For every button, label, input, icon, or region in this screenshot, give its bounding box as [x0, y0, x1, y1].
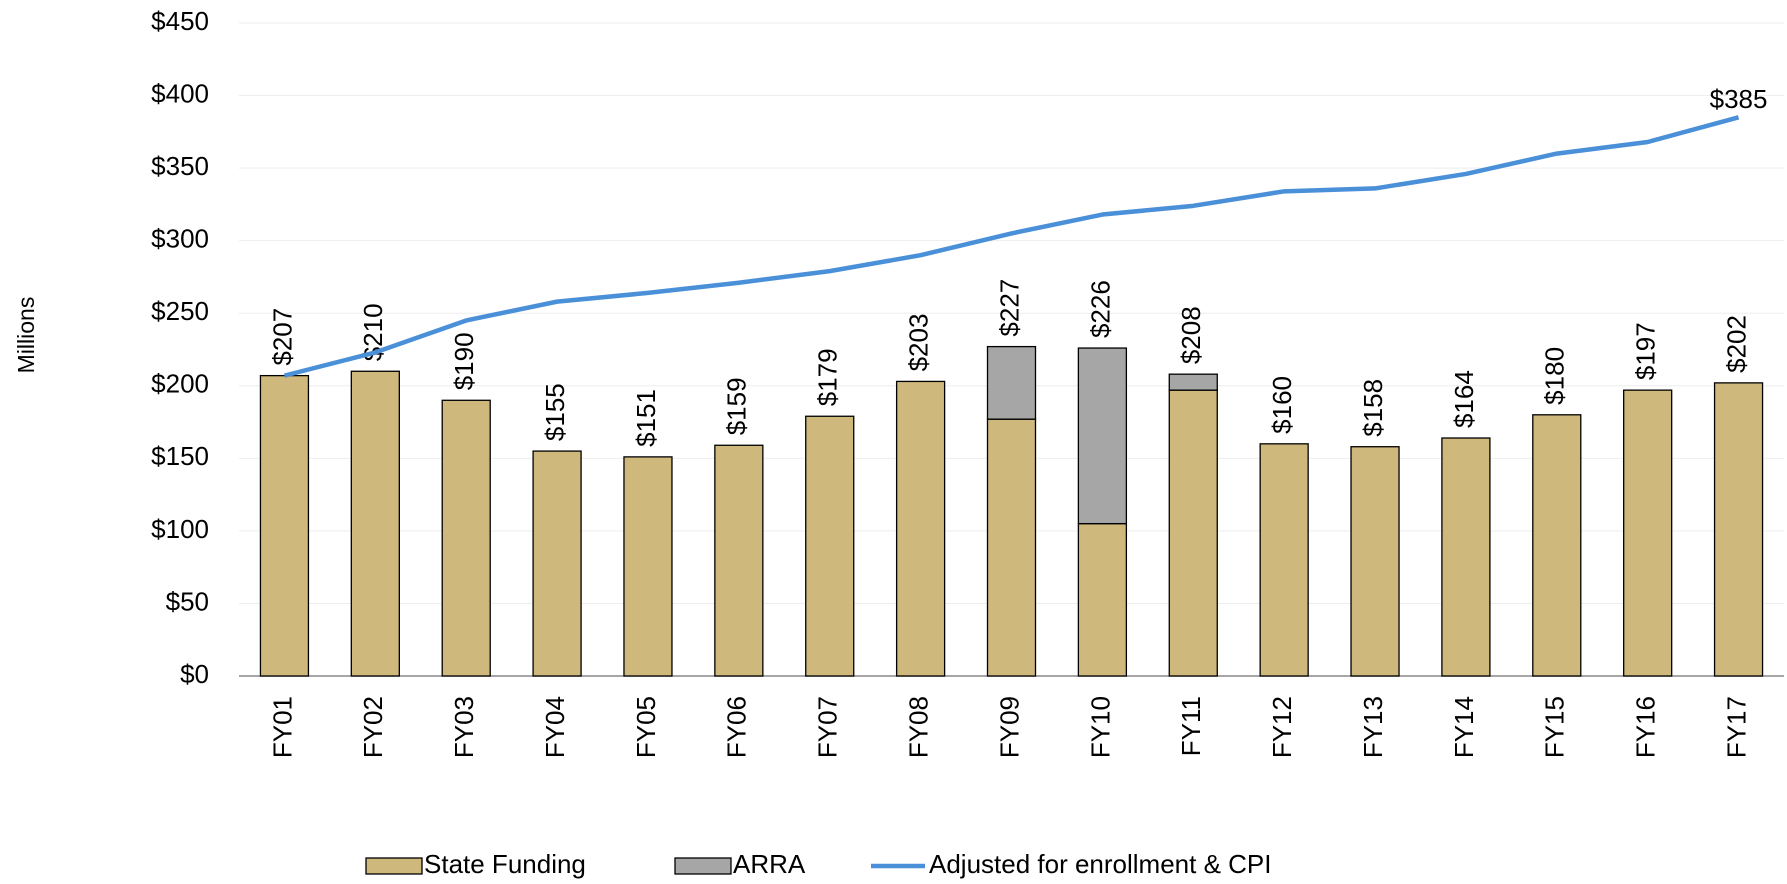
legend-label: State Funding [424, 849, 586, 879]
bar [1259, 443, 1309, 677]
total-label: $179 [813, 348, 843, 406]
bar [895, 380, 946, 677]
total-label: $159 [722, 377, 752, 435]
bar [986, 345, 1037, 420]
line [283, 115, 1740, 378]
bar [1168, 373, 1218, 391]
bar [1441, 437, 1491, 677]
bar [986, 418, 1037, 677]
y-tick-label: $150 [151, 441, 209, 471]
x-tick-label: FY01 [267, 696, 297, 758]
y-tick-label: $400 [151, 78, 209, 108]
total-label: $158 [1358, 379, 1388, 437]
x-tick-label: FY15 [1540, 696, 1570, 758]
total-label: $203 [903, 314, 933, 372]
total-label: $190 [449, 332, 479, 390]
x-tick-label: FY04 [540, 696, 570, 758]
x-tick-label: FY13 [1358, 696, 1388, 758]
total-label: $197 [1631, 322, 1661, 380]
x-tick-label: FY03 [449, 696, 479, 758]
bar [1168, 389, 1218, 677]
bar [350, 370, 400, 677]
y-tick-label: $0 [180, 659, 209, 689]
y-tick-label: $350 [151, 151, 209, 181]
x-tick-label: FY09 [994, 696, 1024, 758]
total-label: $164 [1449, 370, 1479, 428]
x-tick-label: FY08 [903, 696, 933, 758]
legend-swatch [365, 857, 423, 875]
total-label: $207 [267, 308, 297, 366]
y-tick-label: $450 [151, 6, 209, 36]
bar [714, 444, 764, 677]
y-tick-label: $50 [166, 586, 209, 616]
x-tick-label: FY16 [1631, 696, 1661, 758]
bar [805, 415, 855, 677]
bar [623, 456, 673, 677]
y-tick-label: $200 [151, 369, 209, 399]
x-tick-label: FY11 [1176, 696, 1206, 756]
bar [259, 374, 310, 677]
bar [1713, 382, 1764, 677]
legend-label: Adjusted for enrollment & CPI [929, 849, 1272, 879]
bar [532, 450, 582, 677]
line-value-label: $385 [1710, 84, 1768, 114]
x-tick-label: FY05 [631, 696, 661, 758]
y-tick-label: $100 [151, 514, 209, 544]
bar [1077, 347, 1128, 525]
bar [1350, 446, 1400, 677]
total-label: $202 [1721, 315, 1751, 373]
bar [1623, 389, 1673, 677]
bar [441, 399, 491, 677]
total-label: $155 [540, 383, 570, 441]
bar [1077, 522, 1128, 677]
x-tick-label: FY06 [722, 696, 752, 758]
legend-label: ARRA [733, 849, 806, 879]
x-tick-label: FY07 [813, 696, 843, 758]
x-tick-label: FY02 [358, 696, 388, 758]
bar [1532, 414, 1582, 677]
total-label: $160 [1267, 376, 1297, 434]
x-tick-label: FY12 [1267, 696, 1297, 758]
total-label: $208 [1176, 306, 1206, 364]
total-label: $227 [994, 279, 1024, 337]
x-tick-label: FY10 [1085, 696, 1115, 758]
total-label: $226 [1085, 280, 1115, 338]
x-tick-label: FY17 [1721, 696, 1751, 758]
x-tick-label: FY14 [1449, 696, 1479, 758]
y-tick-label: $250 [151, 296, 209, 326]
total-label: $180 [1540, 347, 1570, 405]
y-tick-label: $300 [151, 224, 209, 254]
total-label: $151 [631, 389, 661, 447]
y-axis-label: Millions [13, 297, 39, 374]
legend-swatch [674, 857, 732, 875]
